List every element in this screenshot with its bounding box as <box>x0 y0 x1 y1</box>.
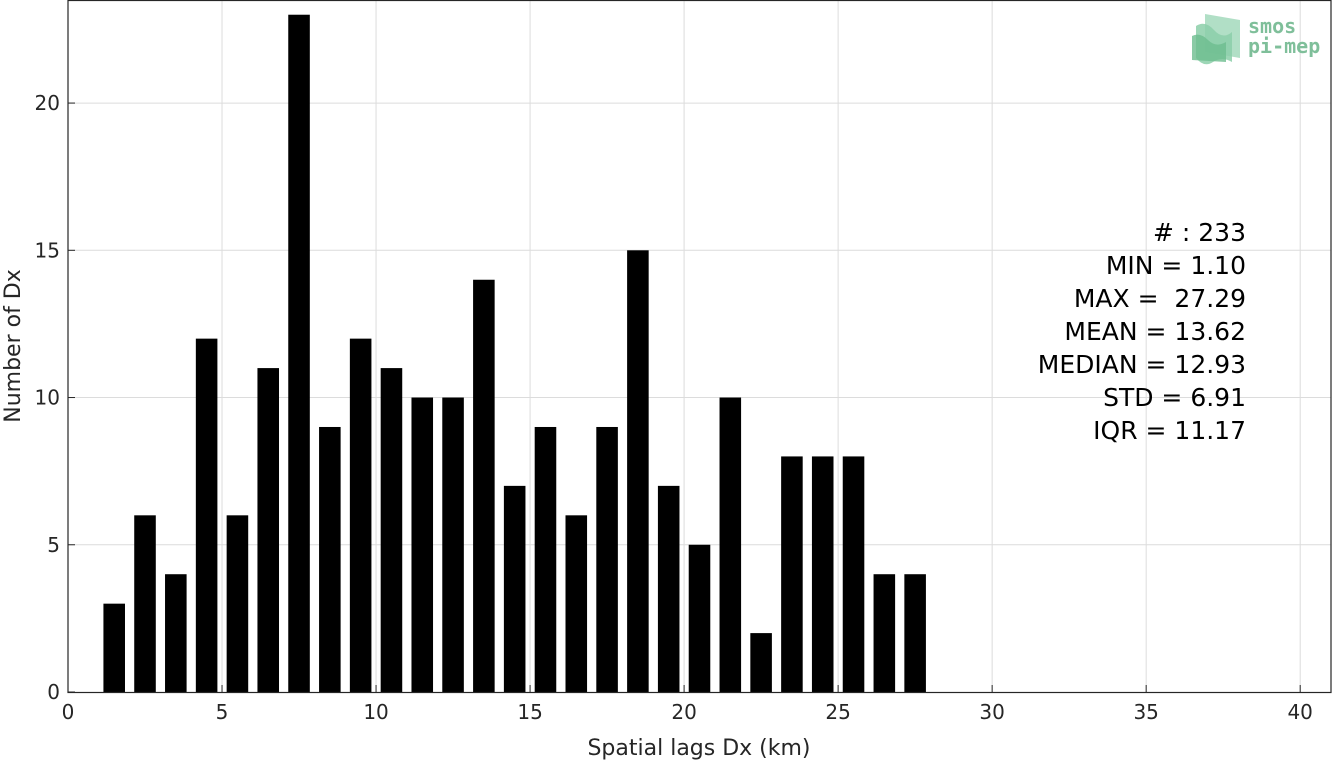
bar <box>565 515 588 692</box>
x-tick-label: 10 <box>363 700 388 724</box>
bar <box>103 603 125 692</box>
bar <box>380 368 403 692</box>
smos-pi-mep-logo: smos pi-mep <box>1192 14 1320 65</box>
logo-text-pi-mep: pi-mep <box>1248 34 1320 58</box>
bar <box>750 633 772 692</box>
x-tick-label: 35 <box>1133 700 1158 724</box>
bar <box>596 426 618 692</box>
y-axis-ticks: 0 5 10 15 20 <box>35 91 75 704</box>
bar <box>873 574 896 692</box>
x-tick-label: 30 <box>979 700 1004 724</box>
x-axis-ticks: 0 5 10 15 20 25 30 35 40 <box>62 685 1313 724</box>
x-tick-label: 0 <box>62 700 75 724</box>
bar <box>627 250 649 693</box>
stat-line: IQR = 11.17 <box>1093 416 1246 445</box>
stat-line: MEDIAN = 12.93 <box>1038 350 1246 379</box>
x-axis-label: Spatial lags Dx (km) <box>587 736 810 761</box>
bar <box>442 397 464 692</box>
y-tick-label: 20 <box>35 91 60 115</box>
bar <box>349 338 372 692</box>
bar <box>904 574 926 692</box>
bar <box>226 515 249 692</box>
x-tick-label: 15 <box>517 700 542 724</box>
x-tick-label: 20 <box>671 700 696 724</box>
y-axis-label: Number of Dx <box>1 269 26 423</box>
stat-line: STD = 6.91 <box>1103 383 1246 412</box>
stat-line: # : 233 <box>1153 218 1246 247</box>
bar <box>842 456 865 692</box>
y-tick-label: 10 <box>35 386 60 410</box>
bar <box>257 368 280 692</box>
y-tick-label: 0 <box>47 680 60 704</box>
bar <box>534 426 557 692</box>
bar <box>195 338 218 692</box>
stat-line: MEAN = 13.62 <box>1064 317 1246 346</box>
bar <box>288 14 310 693</box>
bar <box>165 574 187 692</box>
bar <box>688 544 711 692</box>
x-tick-label: 25 <box>825 700 850 724</box>
logo-text-smos: smos <box>1248 14 1296 38</box>
bar <box>719 397 742 692</box>
bar <box>473 279 495 692</box>
stats-box: # : 233 MIN = 1.10 MAX = 27.29 MEAN = 13.62… <box>1038 218 1246 445</box>
stat-line: MAX = 27.29 <box>1074 284 1246 313</box>
axes-box <box>67 0 1332 694</box>
stat-line: MIN = 1.10 <box>1106 251 1246 280</box>
bar <box>781 456 803 692</box>
logo-wave-icon <box>1192 14 1240 65</box>
y-tick-label: 15 <box>35 238 60 262</box>
x-tick-label: 40 <box>1287 700 1312 724</box>
bar <box>319 426 341 692</box>
bar <box>411 397 434 692</box>
bar <box>657 485 680 692</box>
bar <box>811 456 834 692</box>
bar <box>503 485 526 692</box>
bars <box>103 14 926 693</box>
y-tick-label: 5 <box>47 533 60 557</box>
x-tick-label: 5 <box>216 700 229 724</box>
bar <box>134 515 156 692</box>
